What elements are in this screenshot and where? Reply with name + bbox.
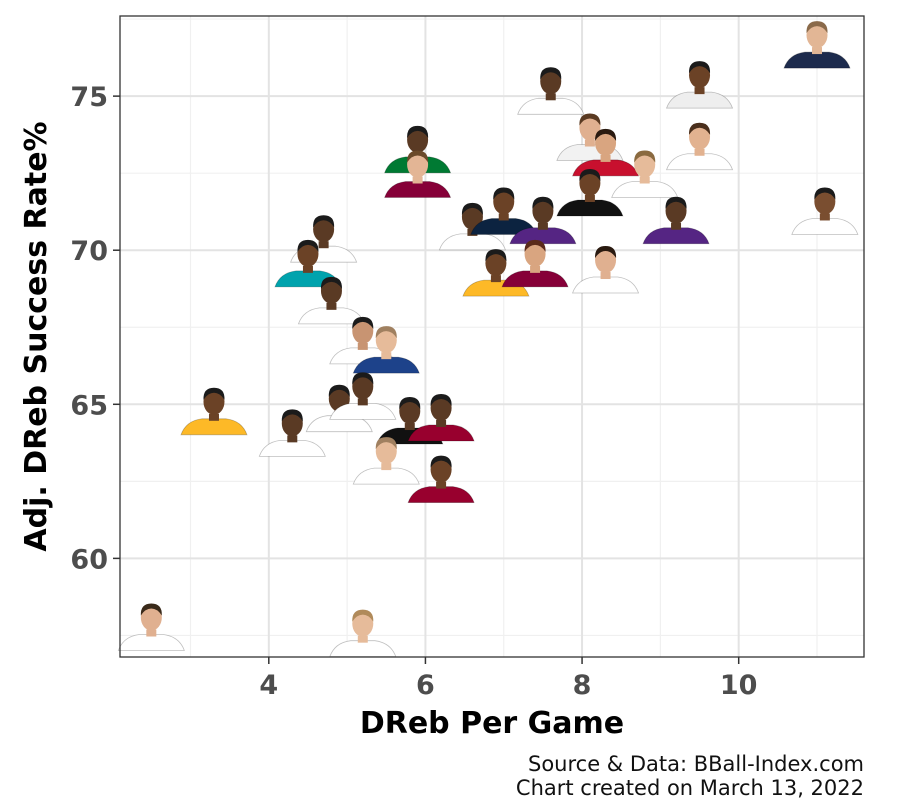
player-marker	[783, 21, 851, 69]
source-caption: Source & Data: BBall-Index.com	[527, 752, 864, 776]
player-marker	[329, 609, 397, 658]
player-marker	[384, 125, 452, 174]
player-marker	[180, 387, 248, 436]
player-marker	[611, 150, 679, 198]
player-marker	[665, 61, 734, 109]
x-tick-label: 8	[573, 670, 592, 701]
date-caption: Chart created on March 13, 2022	[515, 776, 864, 800]
axes: 4 6 8 10 60 65 70 75	[70, 82, 757, 701]
y-tick-label: 60	[70, 544, 108, 575]
player-marker	[384, 150, 452, 198]
player-marker	[556, 168, 624, 217]
y-tick-label: 75	[70, 82, 108, 113]
player-marker	[352, 326, 420, 374]
player-marker	[438, 202, 506, 251]
player-marker	[117, 603, 185, 651]
player-marker	[571, 128, 640, 177]
x-tick-label: 10	[720, 670, 758, 701]
y-tick-label: 70	[70, 236, 108, 267]
x-tick-label: 4	[259, 670, 278, 701]
player-marker	[501, 239, 569, 288]
player-marker	[791, 187, 859, 235]
player-marker	[407, 455, 475, 503]
player-markers	[117, 21, 859, 658]
player-marker	[329, 372, 397, 420]
x-tick-label: 6	[416, 670, 435, 701]
player-marker	[407, 393, 475, 442]
plot-border	[119, 15, 865, 658]
player-marker	[509, 196, 577, 245]
player-marker	[571, 246, 640, 294]
x-axis-title: DReb Per Game	[360, 706, 624, 741]
player-marker	[517, 67, 585, 115]
y-axis-title: Adj. DReb Success Rate%	[19, 121, 54, 551]
player-marker	[352, 437, 420, 485]
player-marker	[470, 187, 538, 235]
player-marker	[297, 276, 366, 325]
player-marker	[665, 122, 734, 171]
plot-panel	[120, 16, 864, 657]
player-marker	[642, 196, 710, 245]
player-marker	[258, 409, 326, 457]
y-tick-label: 65	[70, 390, 108, 421]
